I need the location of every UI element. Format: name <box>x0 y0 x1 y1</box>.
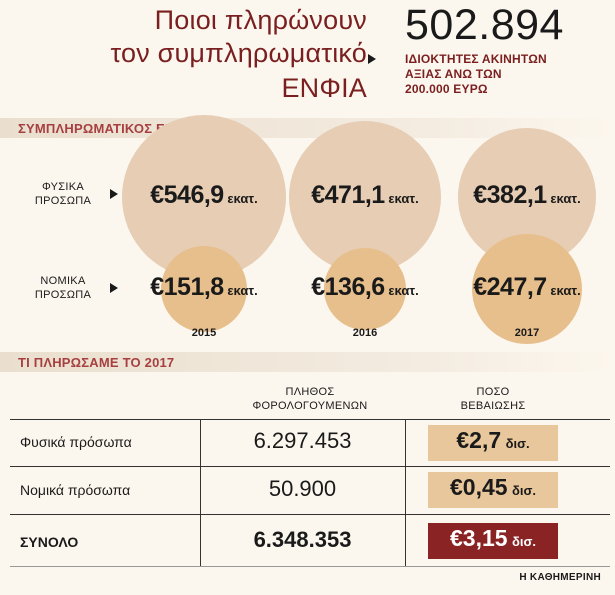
total-amount: €3,15 δισ. <box>428 525 558 552</box>
headline-number: 502.894 <box>405 1 564 49</box>
headline-sub-1: ΙΔΙΟΚΤΗΤΕΣ ΑΚΙΝΗΤΩΝ <box>405 52 547 66</box>
row1-amount: €2,7 δισ. <box>428 427 558 454</box>
table-vline-1 <box>200 419 201 566</box>
title-line-3: ΕΝΦΙΑ <box>281 73 367 103</box>
value-label-legal-2017: €247,7 εκατ. <box>462 273 592 302</box>
headline-sub-2: ΑΞΙΑΣ ΑΝΩ ΤΩΝ <box>405 67 502 81</box>
col-header-amount-line1: ΠΟΣΟ <box>476 386 510 398</box>
value-unit: εκατ. <box>223 191 258 206</box>
total-amount-unit: δισ. <box>512 534 537 549</box>
year-label-2015: 2015 <box>191 327 217 339</box>
title-arrow-icon <box>368 54 376 64</box>
value-unit: εκατ. <box>223 283 258 298</box>
row-label-legal: ΝΟΜΙΚΑ ΠΡΟΣΩΠΑ <box>18 274 108 302</box>
col-header-taxpayers: ΠΛΗΘΟΣ ΦΟΡΟΛΟΓΟΥΜΕΝΩΝ <box>230 385 390 413</box>
total-amount-value: €3,15 <box>449 525 508 551</box>
value-label-individuals-2016: €471,1 εκατ. <box>300 181 430 210</box>
value-number: €471,1 <box>311 181 385 209</box>
table-vline-2 <box>405 419 406 566</box>
headline-sub-3: 200.000 ΕΥΡΩ <box>405 82 488 96</box>
row2-amount-unit: δισ. <box>512 483 537 498</box>
value-label-individuals-2017: €382,1 εκατ. <box>462 181 592 210</box>
value-label-legal-2015: €151,8 εκατ. <box>139 273 269 302</box>
row-arrow-legal-icon <box>110 283 118 293</box>
section2-bar <box>0 352 615 372</box>
row2-label: Νομικά πρόσωπα <box>20 482 131 498</box>
total-amount-box <box>428 523 558 559</box>
value-number: €247,7 <box>473 273 547 301</box>
row-label-legal-line2: ΠΡΟΣΩΠΑ <box>34 289 92 301</box>
value-label-individuals-2015: €546,9 εκατ. <box>139 181 269 210</box>
title-line-2: τον συμπληρωματικό <box>110 38 367 68</box>
table-line-mid <box>10 466 610 467</box>
bubble-legal-2017 <box>471 233 583 345</box>
col-header-taxpayers-line2: ΦΟΡΟΛΟΓΟΥΜΕΝΩΝ <box>252 400 368 412</box>
year-label-2016: 2016 <box>352 327 378 339</box>
row-label-individuals-line1: ΦΥΣΙΚΑ <box>41 181 85 193</box>
title-line-1: Ποιοι πληρώνουν <box>154 5 367 35</box>
row1-amount-box <box>428 425 558 461</box>
value-number: €382,1 <box>473 181 547 209</box>
col-header-taxpayers-line1: ΠΛΗΘΟΣ <box>285 386 335 398</box>
total-taxpayers: 6.348.353 <box>253 527 352 552</box>
row2-taxpayers: 50.900 <box>268 476 337 501</box>
row-label-individuals: ΦΥΣΙΚΑ ΠΡΟΣΩΠΑ <box>18 180 108 208</box>
year-label-2017: 2017 <box>514 327 540 339</box>
value-label-legal-2016: €136,6 εκατ. <box>300 273 430 302</box>
row-label-legal-line1: ΝΟΜΙΚΑ <box>40 275 86 287</box>
row2-amount-box <box>428 472 558 508</box>
table-line-bottom <box>10 514 610 515</box>
row2-amount-value: €0,45 <box>449 474 508 500</box>
row1-amount-value: €2,7 <box>456 427 502 453</box>
value-unit: εκατ. <box>546 191 581 206</box>
col-header-amount-line2: ΒΕΒΑΙΩΣΗΣ <box>460 400 526 412</box>
table-line-top <box>10 419 610 420</box>
row1-taxpayers: 6.297.453 <box>253 428 352 453</box>
row-arrow-individuals-icon <box>110 189 118 199</box>
total-label: ΣΥΝΟΛΟ <box>20 534 79 550</box>
table-line-end <box>10 566 610 567</box>
row-label-individuals-line2: ΠΡΟΣΩΠΑ <box>34 195 92 207</box>
col-header-amount: ΠΟΣΟ ΒΕΒΑΙΩΣΗΣ <box>428 385 558 413</box>
value-number: €151,8 <box>150 273 224 301</box>
value-number: €546,9 <box>150 181 224 209</box>
bubble-legal-2015 <box>160 245 248 333</box>
bubble-legal-2016 <box>324 248 406 330</box>
value-unit: εκατ. <box>384 191 419 206</box>
value-number: €136,6 <box>311 273 385 301</box>
value-unit: εκατ. <box>384 283 419 298</box>
value-unit: εκατ. <box>546 283 581 298</box>
bubble-individuals-2016 <box>288 120 442 274</box>
section2-title: ΤΙ ΠΛΗΡΩΣΑΜΕ ΤΟ 2017 <box>18 355 175 370</box>
row2-amount: €0,45 δισ. <box>428 474 558 501</box>
row1-label: Φυσικά πρόσωπα <box>20 434 132 450</box>
source-credit: Η ΚΑΘΗΜΕΡΙΝΗ <box>519 572 601 583</box>
row1-amount-unit: δισ. <box>505 436 530 451</box>
